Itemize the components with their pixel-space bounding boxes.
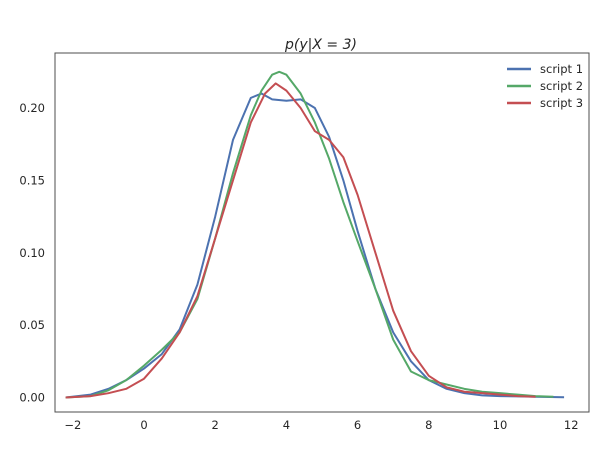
y-tick-label: 0.15	[19, 173, 45, 187]
series-line-1	[65, 92, 565, 399]
legend: script 1 script 2 script 3	[507, 62, 583, 110]
x-tick-label: 6	[354, 418, 361, 432]
x-tick-label: 8	[425, 418, 432, 432]
x-tick-label: 2	[212, 418, 219, 432]
axes-frame	[54, 52, 590, 413]
plot-area	[54, 52, 590, 413]
x-tick-label: 12	[564, 418, 579, 432]
y-tick-label: 0.05	[19, 318, 45, 332]
y-tick-label: 0.00	[19, 391, 45, 405]
legend-label: script 1	[540, 62, 583, 76]
ticks: −2 0 2 4 6 8 10 12 0.00 0.05 0.10 0.15 0.20	[19, 101, 578, 432]
series-line-3	[65, 82, 536, 399]
x-tick-label: 0	[140, 418, 147, 432]
chart-title: p(y|X = 3)	[284, 37, 357, 53]
legend-label: script 2	[540, 79, 583, 93]
x-tick-label: −2	[64, 418, 81, 432]
x-tick-label: 10	[493, 418, 508, 432]
legend-label: script 3	[540, 96, 583, 110]
series-line-2	[65, 70, 554, 399]
y-tick-label: 0.20	[19, 101, 45, 115]
x-tick-label: 4	[283, 418, 290, 432]
y-tick-label: 0.10	[19, 246, 45, 260]
